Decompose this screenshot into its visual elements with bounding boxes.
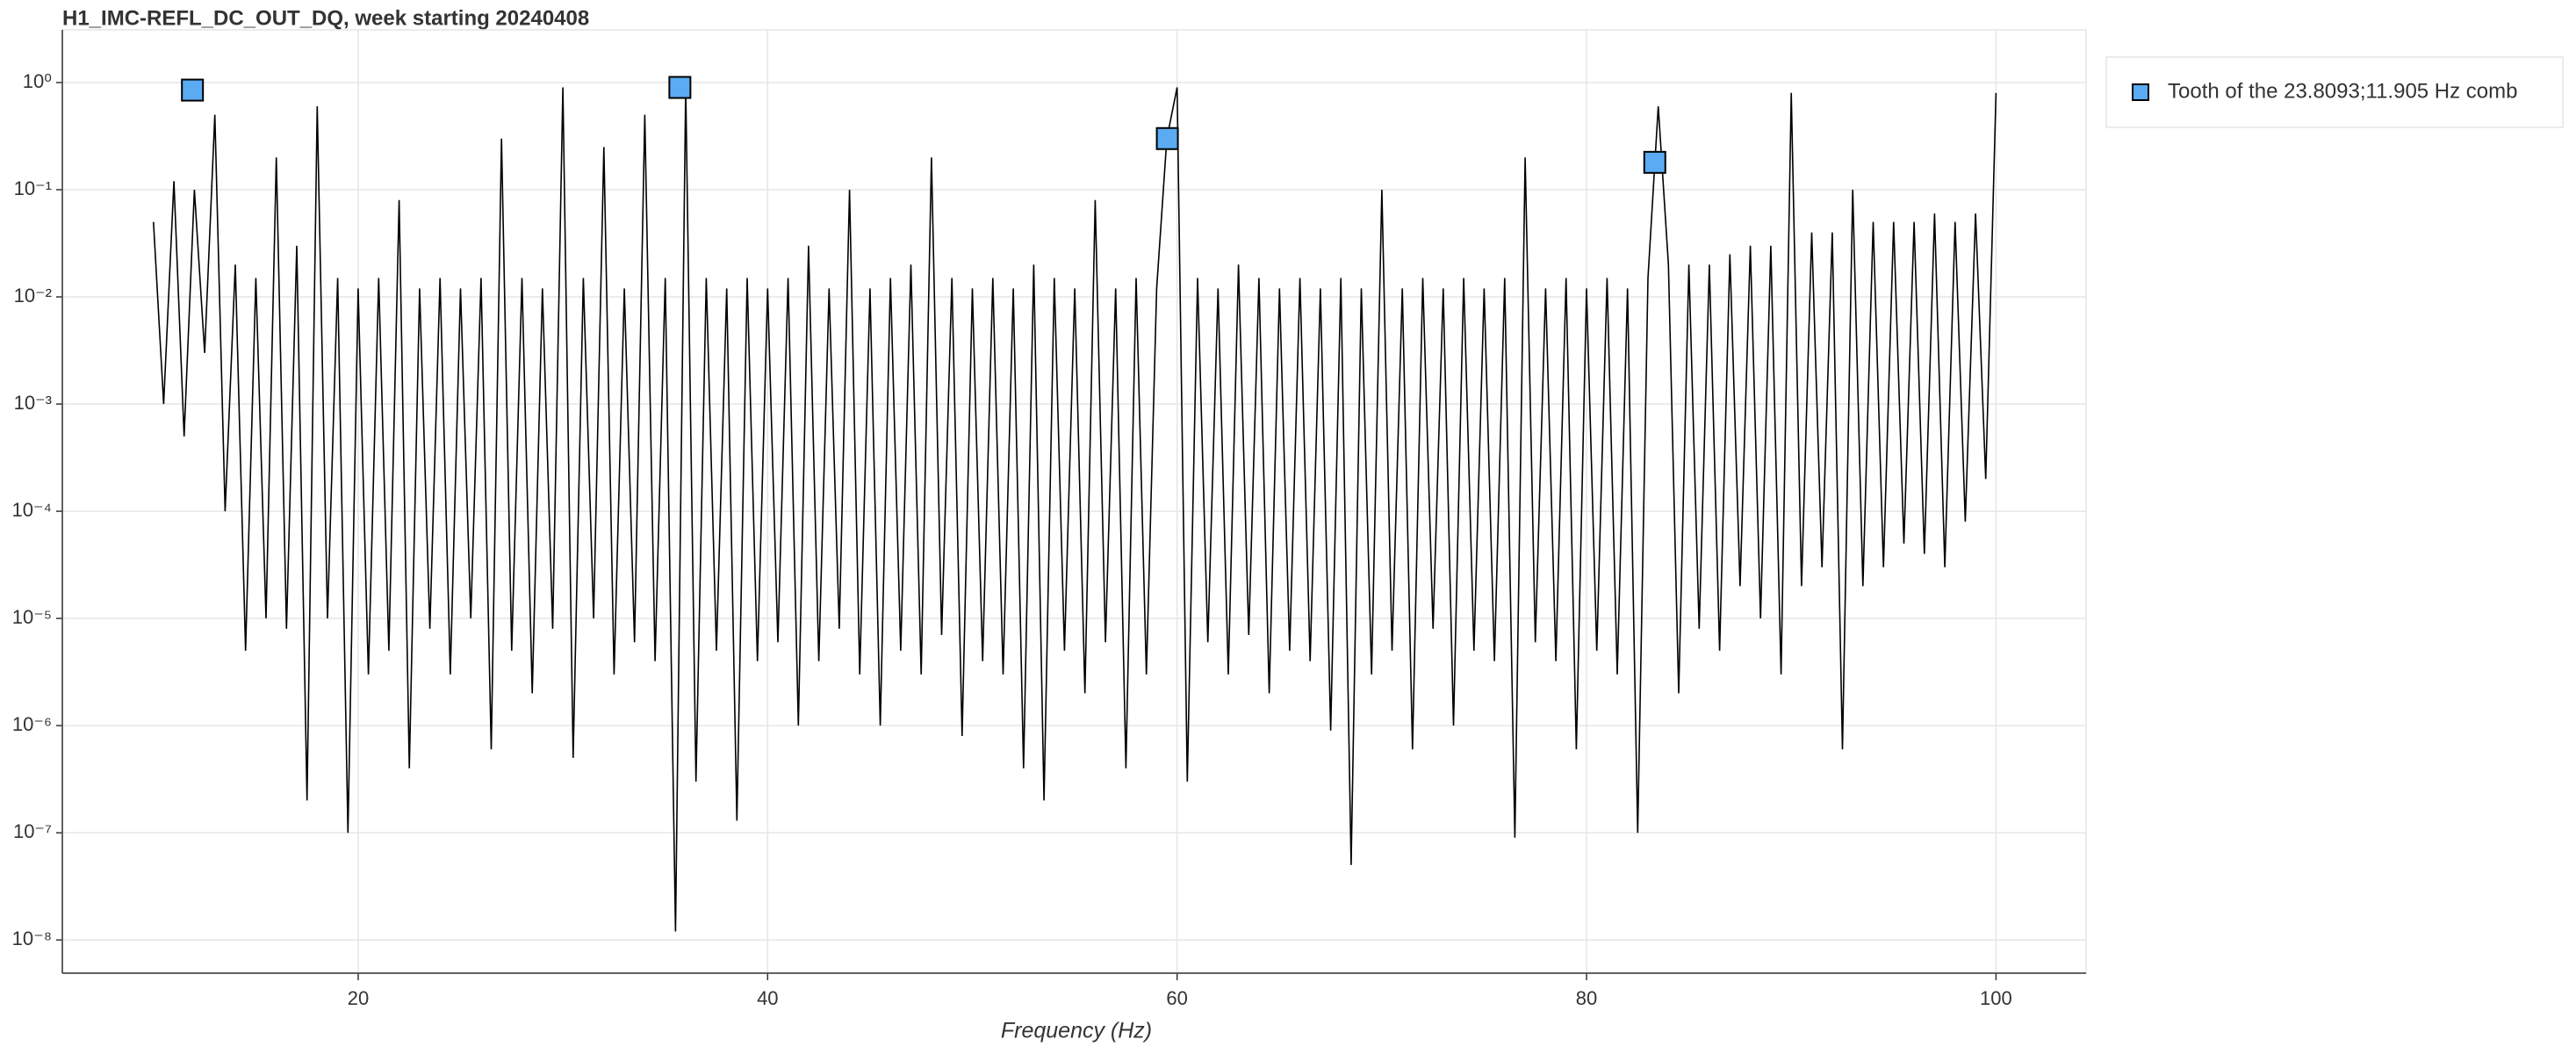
y-tick-label: 10⁻⁶: [12, 713, 52, 735]
x-tick-label: 80: [1576, 987, 1597, 1009]
legend-box: [2105, 56, 2564, 128]
comb-marker: [668, 76, 692, 99]
x-tick-label: 60: [1166, 987, 1187, 1009]
y-tick-label: 10⁻⁴: [11, 499, 52, 521]
legend-swatch: [2132, 83, 2149, 101]
comb-marker: [1643, 150, 1666, 174]
x-tick-label: 40: [757, 987, 778, 1009]
y-tick-label: 10⁻⁵: [12, 606, 52, 628]
x-axis-label: Frequency (Hz): [1001, 1019, 1152, 1043]
chart-title: H1_IMC-REFL_DC_OUT_DQ, week starting 202…: [62, 6, 589, 30]
y-tick-label: 10⁻²: [14, 285, 52, 307]
y-tick-label: 10⁰: [23, 70, 52, 92]
x-tick-label: 20: [348, 987, 369, 1009]
comb-marker: [1155, 126, 1179, 150]
x-tick-label: 100: [1980, 987, 2012, 1009]
y-tick-label: 10⁻¹: [14, 177, 52, 199]
y-tick-label: 10⁻³: [14, 392, 52, 414]
y-tick-label: 10⁻⁸: [12, 927, 52, 949]
spectrum-line: [153, 87, 1997, 932]
legend-label: Tooth of the 23.8093;11.905 Hz comb: [2168, 79, 2518, 103]
y-tick-label: 10⁻⁷: [13, 820, 52, 842]
plot-frame: [61, 29, 2087, 974]
comb-marker: [181, 78, 205, 102]
